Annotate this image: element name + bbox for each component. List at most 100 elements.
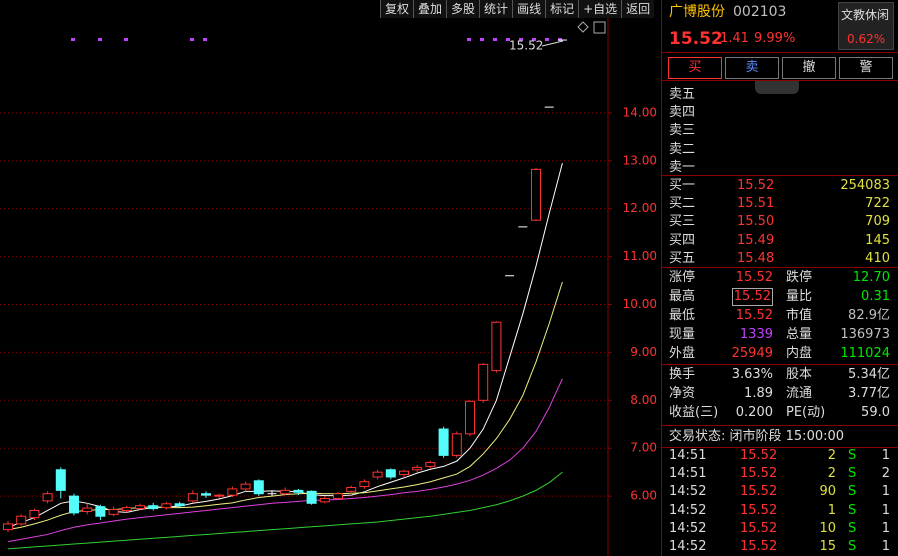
bid-volume: 709 [865,214,890,230]
stat-label: 跌停 [786,270,813,285]
tick-price: 15.52 [740,520,778,536]
chart: 15.52 6.00 7.00 8.00 9.00 10.00 11.00 12.00 13.… [0,0,657,556]
tick-count: 1 [881,520,890,536]
bid-volume: 722 [865,196,890,212]
tick-side: S [848,539,857,554]
trade-button[interactable]: 卖 [725,57,779,79]
candle-body [227,488,238,496]
tick-count: 1 [881,448,890,463]
bid-price: 15.48 [737,250,775,266]
tick-time: 14:51 [669,466,707,482]
candle-body [29,509,40,519]
bid-label: 买三 [669,214,696,230]
y-tick-label: 6.00 [630,489,657,503]
ask-label: 卖一 [669,159,696,175]
bid-label: 买五 [669,250,696,266]
toolbar-button[interactable]: +自选 [578,0,622,18]
stat-value: 15.52 [731,288,773,306]
tick-side: S [848,484,857,500]
candle-body [3,523,13,531]
stat-label: 最低 [669,308,696,323]
tick-count: 1 [881,539,890,554]
separator [661,364,898,365]
candle-body [42,493,53,502]
stat-value: 25949 [731,346,773,361]
toolbar-button[interactable]: 多股 [446,0,480,18]
tick-time: 14:52 [669,520,707,536]
candle-body [451,433,462,456]
stat-label: 涨停 [669,270,696,285]
candle-body [55,469,66,491]
tick-side: S [848,520,857,536]
stat-value: 136973 [840,327,890,342]
candle-body [346,486,357,492]
candle-body [214,494,225,497]
icon-window [593,21,606,34]
stat-value: 0.31 [861,289,890,304]
stat-value: 15.52 [735,308,773,323]
collapse-tab [755,80,799,94]
ma-line [7,471,563,550]
tick-price: 15.52 [740,539,778,554]
separator [661,80,898,81]
candle-body [108,509,119,515]
trade-button[interactable]: 警 [839,57,893,79]
bid-label: 买二 [669,196,696,212]
tick-volume: 15 [819,539,836,554]
candle-body [491,321,502,372]
candle-body [69,495,79,514]
toolbar-button[interactable]: 画线 [512,0,546,18]
candle-body [187,493,198,502]
stat-label: 内盘 [786,346,813,361]
tick-count: 2 [881,466,890,482]
stat-label: 总量 [786,327,813,342]
separator [661,447,898,448]
separator [661,267,898,268]
candle-body [201,493,211,496]
y-tick-label: 13.00 [623,153,657,167]
price-change-pct: 9.99% [754,31,796,46]
last-price: 15.52 [669,29,723,49]
tick-price: 15.52 [740,448,778,463]
stat-label: 市值 [786,308,813,323]
toolbar-button[interactable]: 统计 [479,0,513,18]
y-tick-label: 12.00 [623,201,657,215]
stat-value: 15.52 [735,270,773,285]
ask-label: 卖五 [669,87,696,102]
toolbar-button[interactable]: 复权 [380,0,414,18]
bid-volume: 145 [865,232,890,248]
finance-label: 收益(三) [669,405,719,420]
y-tick-label: 10.00 [623,297,657,311]
toolbar-button[interactable]: 叠加 [413,0,447,18]
tick-count: 1 [881,502,890,518]
stock-name: 广博股份 [669,4,725,20]
bid-price: 15.50 [737,214,775,230]
trade-button[interactable]: 撤 [782,57,836,79]
candle-body [95,506,106,517]
candle-body [16,515,27,525]
trade-button[interactable]: 买 [668,57,722,79]
stat-label: 量比 [786,289,813,304]
ask-label: 卖四 [669,105,696,121]
finance-label: PE(动) [786,405,826,420]
bid-price: 15.51 [737,196,775,212]
candle-body [306,490,317,504]
toolbar-button[interactable]: 标记 [545,0,579,18]
tick-time: 14:52 [669,539,707,554]
candle-body [478,363,489,401]
y-tick-label: 9.00 [630,345,657,359]
tick-price: 15.52 [740,484,778,500]
tick-side: S [848,466,857,482]
ma-line [7,163,563,528]
toolbar-button[interactable]: 返回 [621,0,655,18]
candle-body [465,400,475,435]
finance-value: 3.63% [731,367,773,382]
tick-volume: 2 [827,448,836,463]
finance-value: 5.34亿 [848,367,890,382]
candle-body [135,505,145,510]
candle-body [531,168,541,221]
candle-body [438,428,449,456]
stat-value: 12.70 [852,270,890,285]
y-tick-label: 8.00 [630,393,657,407]
